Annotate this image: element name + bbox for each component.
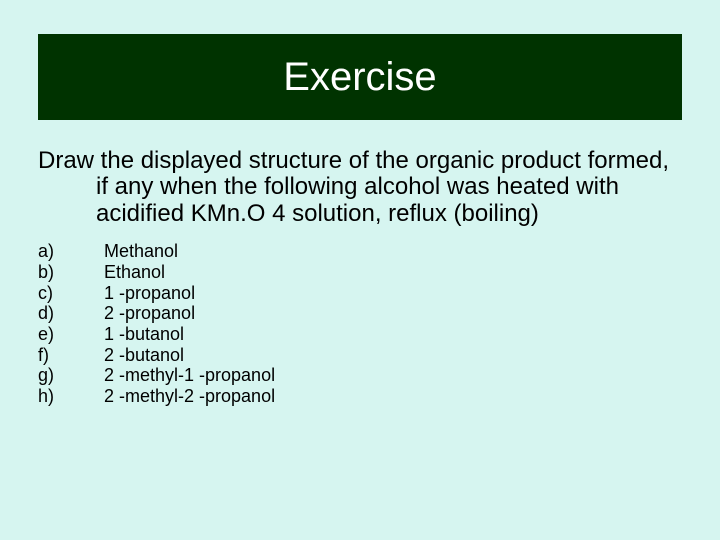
slide: Exercise Draw the displayed structure of… (0, 0, 720, 540)
item-list: a) Methanol b) Ethanol c) 1 -propanol d)… (38, 241, 275, 407)
item-text: 1 -propanol (104, 283, 275, 304)
item-text: 2 -butanol (104, 345, 275, 366)
list-item: f) 2 -butanol (38, 345, 275, 366)
body-content: Draw the displayed structure of the orga… (38, 148, 682, 407)
item-letter: a) (38, 241, 104, 262)
item-text: Methanol (104, 241, 275, 262)
slide-title: Exercise (283, 55, 436, 100)
item-text: Ethanol (104, 262, 275, 283)
item-text: 2 -methyl-2 -propanol (104, 386, 275, 407)
item-text: 1 -butanol (104, 324, 275, 345)
list-item: a) Methanol (38, 241, 275, 262)
list-item: c) 1 -propanol (38, 283, 275, 304)
item-letter: d) (38, 303, 104, 324)
item-text: 2 -propanol (104, 303, 275, 324)
item-letter: c) (38, 283, 104, 304)
item-letter: e) (38, 324, 104, 345)
title-box: Exercise (38, 34, 682, 120)
item-letter: f) (38, 345, 104, 366)
list-item: g) 2 -methyl-1 -propanol (38, 365, 275, 386)
item-letter: h) (38, 386, 104, 407)
list-item: h) 2 -methyl-2 -propanol (38, 386, 275, 407)
prompt-text: Draw the displayed structure of the orga… (96, 148, 682, 227)
item-letter: b) (38, 262, 104, 283)
list-item: d) 2 -propanol (38, 303, 275, 324)
list-item: e) 1 -butanol (38, 324, 275, 345)
item-text: 2 -methyl-1 -propanol (104, 365, 275, 386)
list-item: b) Ethanol (38, 262, 275, 283)
item-letter: g) (38, 365, 104, 386)
